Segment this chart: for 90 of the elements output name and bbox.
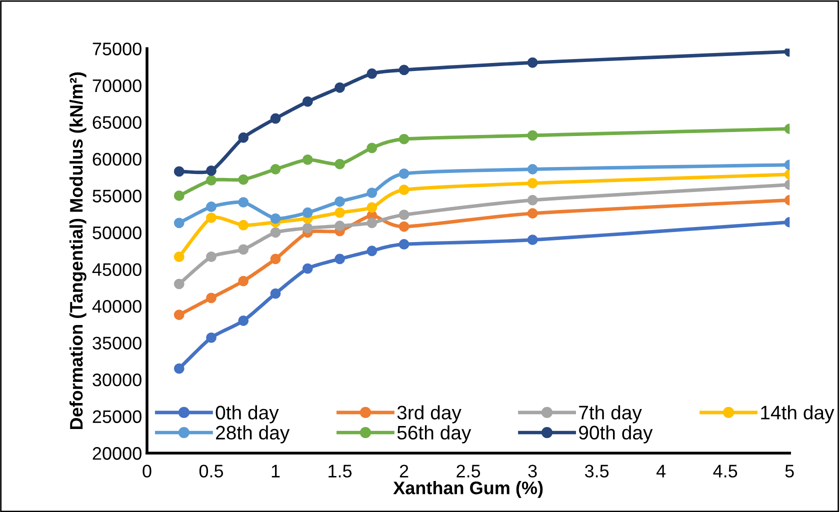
- point: [174, 166, 184, 177]
- x-tick-label: 0.5: [199, 464, 224, 478]
- point: [206, 332, 216, 343]
- y-axis-title: Deformation (Tangential) Modulus (kN/m²): [69, 72, 86, 430]
- point: [527, 208, 538, 219]
- point: [334, 207, 345, 218]
- point: [238, 220, 249, 230]
- point: [334, 254, 345, 264]
- point: [206, 212, 216, 223]
- point: [398, 221, 410, 232]
- point: [238, 276, 249, 286]
- point: [238, 174, 249, 185]
- point: [398, 168, 410, 179]
- point: [270, 288, 281, 299]
- point: [527, 130, 538, 141]
- point: [398, 239, 410, 250]
- point: [366, 218, 378, 228]
- point: [527, 234, 538, 246]
- x-tick-label: 3.5: [584, 464, 609, 478]
- y-tick-label: 70000: [92, 79, 142, 92]
- x-tick-label: 0: [142, 464, 152, 478]
- point: [206, 166, 216, 176]
- point: [206, 292, 216, 304]
- point: [238, 197, 249, 208]
- legend-label: 7th day: [579, 405, 642, 424]
- point: [527, 194, 538, 206]
- point: [398, 184, 410, 196]
- point: [206, 202, 216, 212]
- point: [206, 175, 216, 186]
- x-tick-label: 1.5: [328, 464, 352, 478]
- point: [238, 132, 249, 143]
- point: [270, 254, 281, 264]
- point: [527, 57, 538, 68]
- legend-label: 28th day: [216, 425, 290, 444]
- y-tick-label: 45000: [92, 263, 142, 276]
- point: [270, 113, 281, 124]
- y-tick-label: 55000: [92, 190, 142, 202]
- point: [302, 222, 313, 234]
- point: [366, 246, 378, 256]
- point: [302, 263, 313, 274]
- legend-label: 56th day: [397, 425, 472, 444]
- legend-label: 90th day: [579, 425, 653, 444]
- point: [270, 164, 281, 174]
- x-tick-label: 4.5: [713, 464, 738, 478]
- point: [527, 164, 538, 174]
- point: [398, 210, 410, 220]
- y-tick-label: 65000: [92, 116, 142, 129]
- point: [174, 252, 184, 262]
- point: [334, 196, 345, 207]
- point: [302, 96, 313, 107]
- y-tick-label: 60000: [92, 152, 142, 166]
- point: [238, 316, 249, 326]
- point: [366, 188, 378, 198]
- point: [270, 227, 281, 238]
- point: [398, 134, 410, 144]
- y-tick-label: 35000: [92, 336, 142, 350]
- point: [302, 154, 313, 165]
- point: [366, 142, 378, 154]
- point: [366, 68, 378, 79]
- y-tick-label: 25000: [92, 410, 142, 424]
- x-tick-label: 2.5: [456, 464, 480, 478]
- point: [334, 220, 345, 232]
- point: [334, 158, 345, 170]
- point: [174, 363, 184, 374]
- point: [174, 218, 184, 228]
- point: [174, 310, 184, 320]
- x-tick-label: 1: [272, 464, 280, 478]
- x-tick-label: 2: [400, 464, 408, 478]
- y-tick-label: 50000: [92, 226, 142, 240]
- point: [527, 178, 538, 188]
- point: [334, 82, 345, 93]
- y-tick-label: 40000: [92, 300, 142, 313]
- legend-label: 0th day: [216, 405, 279, 424]
- x-axis-title: Xanthan Gum (%): [393, 481, 543, 498]
- x-tick-label: 5: [785, 464, 794, 478]
- point: [398, 64, 410, 76]
- point: [302, 207, 313, 218]
- point: [174, 278, 184, 290]
- point: [206, 252, 216, 262]
- y-tick-label: 20000: [92, 447, 142, 460]
- x-tick-label: 3: [528, 464, 537, 478]
- point: [238, 244, 249, 255]
- legend-label: 14th day: [761, 405, 834, 424]
- point: [174, 190, 184, 201]
- legend-label: 3rd day: [397, 405, 462, 424]
- point: [270, 213, 281, 224]
- y-tick-label: 75000: [92, 42, 142, 56]
- y-tick-label: 30000: [92, 374, 142, 386]
- point: [366, 202, 378, 213]
- x-tick-label: 4: [656, 464, 666, 478]
